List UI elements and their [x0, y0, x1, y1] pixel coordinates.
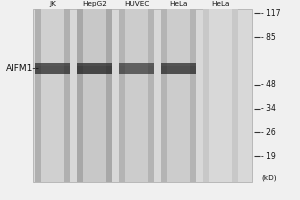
Text: - 34: - 34: [261, 104, 276, 113]
Bar: [203, 9, 238, 182]
Bar: [35, 63, 70, 74]
Bar: [33, 9, 252, 182]
Bar: [77, 63, 112, 74]
Bar: [35, 9, 70, 182]
Text: - 117: - 117: [261, 9, 280, 18]
Text: - 85: - 85: [261, 33, 276, 42]
Bar: [209, 9, 232, 182]
Text: - 48: - 48: [261, 80, 276, 89]
Text: AIFM1--: AIFM1--: [6, 64, 40, 73]
Bar: [161, 9, 196, 182]
Text: - 26: - 26: [261, 128, 276, 137]
Bar: [35, 63, 70, 66]
Bar: [77, 9, 112, 182]
Text: JK: JK: [49, 1, 56, 7]
Bar: [161, 63, 196, 74]
Bar: [41, 9, 64, 182]
Text: HUVEC: HUVEC: [124, 1, 149, 7]
Bar: [167, 9, 190, 182]
Text: HepG2: HepG2: [82, 1, 107, 7]
Bar: [161, 63, 196, 66]
Bar: [77, 63, 112, 66]
Text: HeLa: HeLa: [169, 1, 188, 7]
Text: - 19: - 19: [261, 152, 276, 161]
Bar: [119, 9, 154, 182]
Bar: [119, 63, 154, 74]
Bar: [125, 9, 148, 182]
Bar: [119, 63, 154, 66]
Bar: [83, 9, 106, 182]
Text: HeLa: HeLa: [211, 1, 230, 7]
Text: (kD): (kD): [261, 174, 277, 181]
